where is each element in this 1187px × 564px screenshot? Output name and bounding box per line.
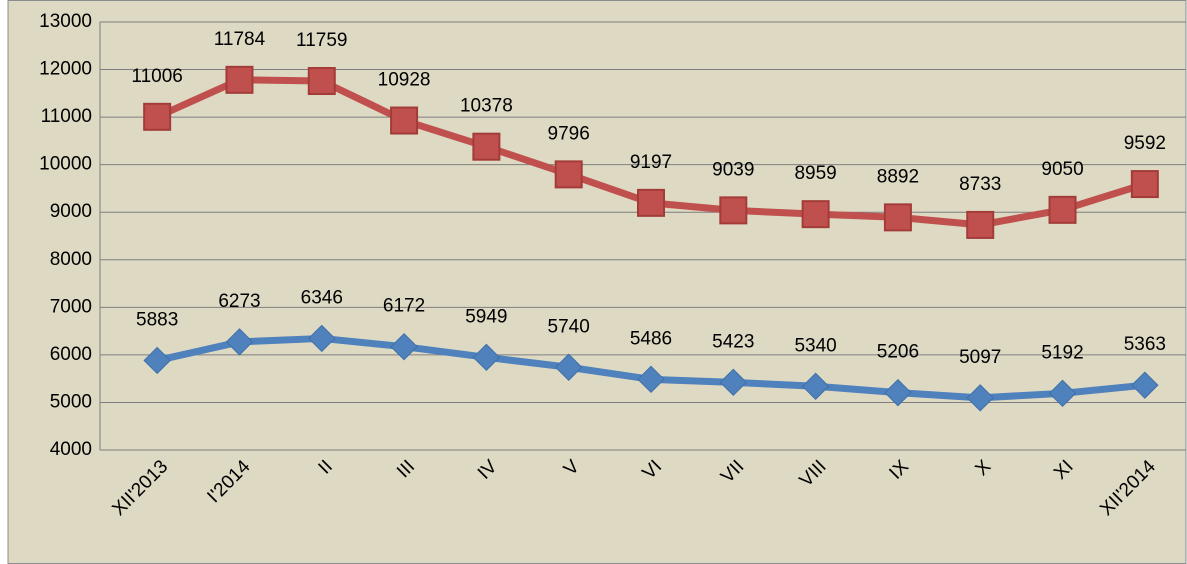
chart-background xyxy=(7,0,1187,564)
data-label: 9796 xyxy=(548,123,590,144)
y-tick-label: 5000 xyxy=(50,391,92,412)
data-label: 5097 xyxy=(959,347,1001,368)
marker xyxy=(472,343,501,372)
data-label: 9050 xyxy=(1041,159,1083,180)
marker xyxy=(719,196,748,225)
marker xyxy=(1131,371,1159,399)
data-label: 11006 xyxy=(131,66,182,87)
marker xyxy=(143,346,171,375)
data-label: 10928 xyxy=(378,70,431,91)
data-label: 8733 xyxy=(959,174,1001,195)
marker xyxy=(390,333,418,361)
marker xyxy=(1048,195,1077,224)
data-label: 5949 xyxy=(465,306,507,327)
data-label: 11759 xyxy=(296,30,347,51)
y-tick-label: 9000 xyxy=(50,201,92,222)
marker xyxy=(801,372,830,400)
marker xyxy=(637,365,665,394)
data-label: 5883 xyxy=(136,309,178,330)
marker xyxy=(472,132,501,161)
marker xyxy=(308,324,336,353)
marker xyxy=(307,67,336,96)
marker xyxy=(719,368,748,397)
data-label: 5486 xyxy=(630,328,672,349)
marker xyxy=(554,353,583,381)
data-label: 9592 xyxy=(1124,133,1166,154)
marker xyxy=(966,384,994,412)
data-label: 5363 xyxy=(1124,334,1166,355)
data-label: 5192 xyxy=(1041,342,1083,363)
marker xyxy=(801,200,830,229)
y-tick-label: 4000 xyxy=(50,439,92,460)
y-tick-label: 13000 xyxy=(39,11,92,32)
data-label: 6346 xyxy=(301,287,343,308)
marker xyxy=(225,65,254,94)
marker xyxy=(390,106,419,135)
marker xyxy=(554,160,583,189)
data-label: 6273 xyxy=(218,291,260,312)
marker xyxy=(1130,170,1159,199)
marker xyxy=(1048,379,1077,408)
y-tick-label: 11000 xyxy=(41,106,92,127)
y-tick-label: 6000 xyxy=(50,344,92,365)
marker xyxy=(884,378,912,407)
data-label: 5340 xyxy=(794,335,836,356)
y-tick-label: 8000 xyxy=(50,249,92,270)
data-label: 10378 xyxy=(460,96,513,117)
data-label: 8892 xyxy=(877,166,919,187)
marker xyxy=(637,188,665,217)
marker xyxy=(883,203,912,232)
marker xyxy=(225,328,254,356)
y-tick-label: 7000 xyxy=(50,296,92,317)
data-label: 5423 xyxy=(712,331,754,352)
data-label: 11784 xyxy=(214,29,266,50)
data-label: 5740 xyxy=(548,316,590,337)
y-tick-label: 10000 xyxy=(39,154,92,175)
data-label: 9197 xyxy=(630,152,672,173)
data-label: 6172 xyxy=(383,296,425,317)
marker xyxy=(966,210,995,239)
data-label: 9039 xyxy=(712,159,754,180)
data-label: 8959 xyxy=(794,163,836,184)
y-tick-label: 12000 xyxy=(39,59,92,80)
data-label: 5206 xyxy=(877,342,919,363)
marker xyxy=(143,102,172,131)
